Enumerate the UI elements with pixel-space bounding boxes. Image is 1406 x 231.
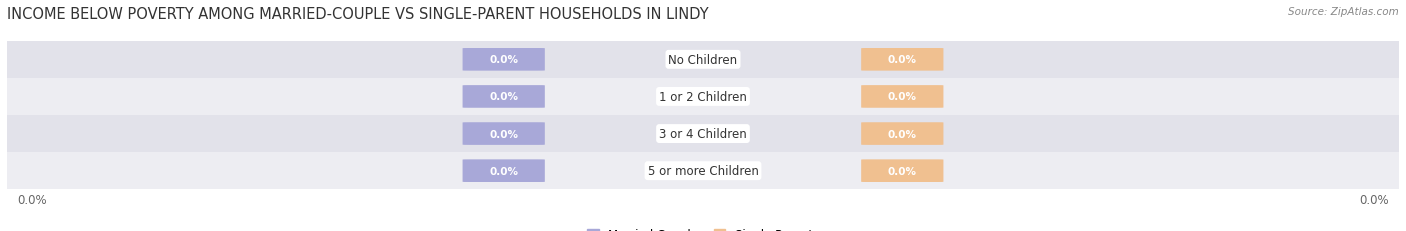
FancyBboxPatch shape <box>860 86 943 108</box>
FancyBboxPatch shape <box>860 160 943 182</box>
FancyBboxPatch shape <box>860 123 943 145</box>
Bar <box>7 152 1399 189</box>
FancyBboxPatch shape <box>860 49 943 71</box>
FancyBboxPatch shape <box>463 160 546 182</box>
Text: 0.0%: 0.0% <box>489 92 519 102</box>
Text: 3 or 4 Children: 3 or 4 Children <box>659 128 747 140</box>
FancyBboxPatch shape <box>463 123 546 145</box>
Text: 0.0%: 0.0% <box>887 55 917 65</box>
Text: 0.0%: 0.0% <box>887 166 917 176</box>
Text: 0.0%: 0.0% <box>489 166 519 176</box>
Text: 0.0%: 0.0% <box>887 129 917 139</box>
FancyBboxPatch shape <box>463 49 546 71</box>
Text: 1 or 2 Children: 1 or 2 Children <box>659 91 747 103</box>
Text: Source: ZipAtlas.com: Source: ZipAtlas.com <box>1288 7 1399 17</box>
Text: INCOME BELOW POVERTY AMONG MARRIED-COUPLE VS SINGLE-PARENT HOUSEHOLDS IN LINDY: INCOME BELOW POVERTY AMONG MARRIED-COUPL… <box>7 7 709 22</box>
Text: No Children: No Children <box>668 54 738 67</box>
Legend: Married Couples, Single Parents: Married Couples, Single Parents <box>586 228 820 231</box>
Text: 0.0%: 0.0% <box>489 129 519 139</box>
Bar <box>7 42 1399 79</box>
Bar <box>7 79 1399 116</box>
FancyBboxPatch shape <box>463 86 546 108</box>
Bar <box>7 116 1399 152</box>
Text: 0.0%: 0.0% <box>489 55 519 65</box>
Text: 5 or more Children: 5 or more Children <box>648 164 758 177</box>
Text: 0.0%: 0.0% <box>887 92 917 102</box>
